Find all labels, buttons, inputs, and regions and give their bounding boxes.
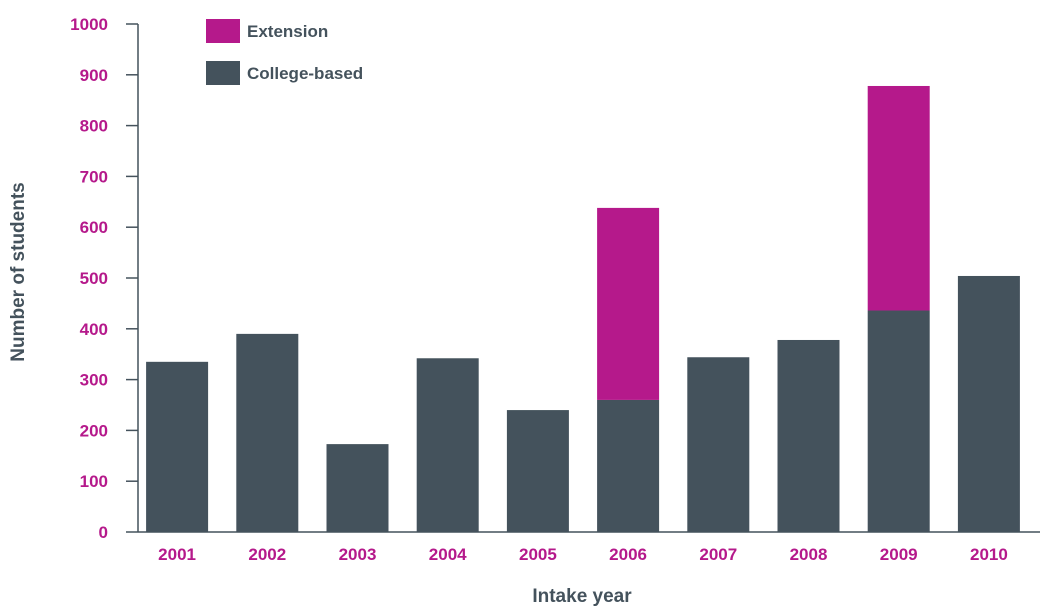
x-tick-label: 2010 bbox=[970, 545, 1008, 564]
bar-college-based-2005 bbox=[506, 410, 569, 532]
bars bbox=[146, 85, 1020, 532]
y-axis-label: Number of students bbox=[8, 182, 29, 361]
legend-label: Extension bbox=[247, 22, 328, 41]
x-axis: 2001 2002 2003 2004 2005 2006 2007 2008 2009 2010 bbox=[138, 531, 1040, 564]
x-tick-label: 2003 bbox=[339, 545, 377, 564]
x-tick-label: 2002 bbox=[248, 545, 286, 564]
x-tick-label: 2001 bbox=[158, 545, 196, 564]
bar-extension-2006 bbox=[597, 207, 660, 400]
legend-swatch bbox=[206, 61, 240, 85]
y-tick-label: 800 bbox=[80, 117, 108, 136]
y-axis: 0 100 200 300 400 500 600 700 800 900 1000 bbox=[70, 15, 139, 542]
bar-college-based-2004 bbox=[416, 358, 479, 532]
bar-college-based-2007 bbox=[687, 357, 750, 532]
y-tick-label: 400 bbox=[80, 320, 108, 339]
x-tick-label: 2006 bbox=[609, 545, 647, 564]
legend: Extension College-based bbox=[206, 19, 363, 85]
y-tick-label: 900 bbox=[80, 66, 108, 85]
x-axis-label: Intake year bbox=[532, 586, 632, 607]
x-tick-label: 2004 bbox=[429, 545, 467, 564]
bar-college-based-2003 bbox=[326, 444, 389, 532]
y-tick-label: 1000 bbox=[70, 15, 108, 34]
bar-college-based-2010 bbox=[957, 275, 1020, 532]
y-tick-label: 500 bbox=[80, 269, 108, 288]
bar-college-based-2002 bbox=[236, 333, 299, 532]
bar-college-based-2006 bbox=[597, 399, 660, 532]
bar-college-based-2001 bbox=[146, 361, 209, 532]
y-tick-label: 100 bbox=[80, 472, 108, 491]
y-tick-label: 200 bbox=[80, 421, 108, 440]
legend-label: College-based bbox=[247, 64, 363, 83]
legend-swatch bbox=[206, 19, 240, 43]
bar-college-based-2008 bbox=[777, 339, 840, 532]
y-tick-label: 700 bbox=[80, 167, 108, 186]
y-tick-label: 300 bbox=[80, 371, 108, 390]
x-tick-label: 2008 bbox=[790, 545, 828, 564]
x-tick-label: 2005 bbox=[519, 545, 557, 564]
x-tick-label: 2009 bbox=[880, 545, 918, 564]
y-tick-label: 0 bbox=[99, 523, 108, 542]
bar-extension-2009 bbox=[867, 85, 930, 311]
bar-college-based-2009 bbox=[867, 310, 930, 532]
y-tick-label: 600 bbox=[80, 218, 108, 237]
x-tick-label: 2007 bbox=[699, 545, 737, 564]
